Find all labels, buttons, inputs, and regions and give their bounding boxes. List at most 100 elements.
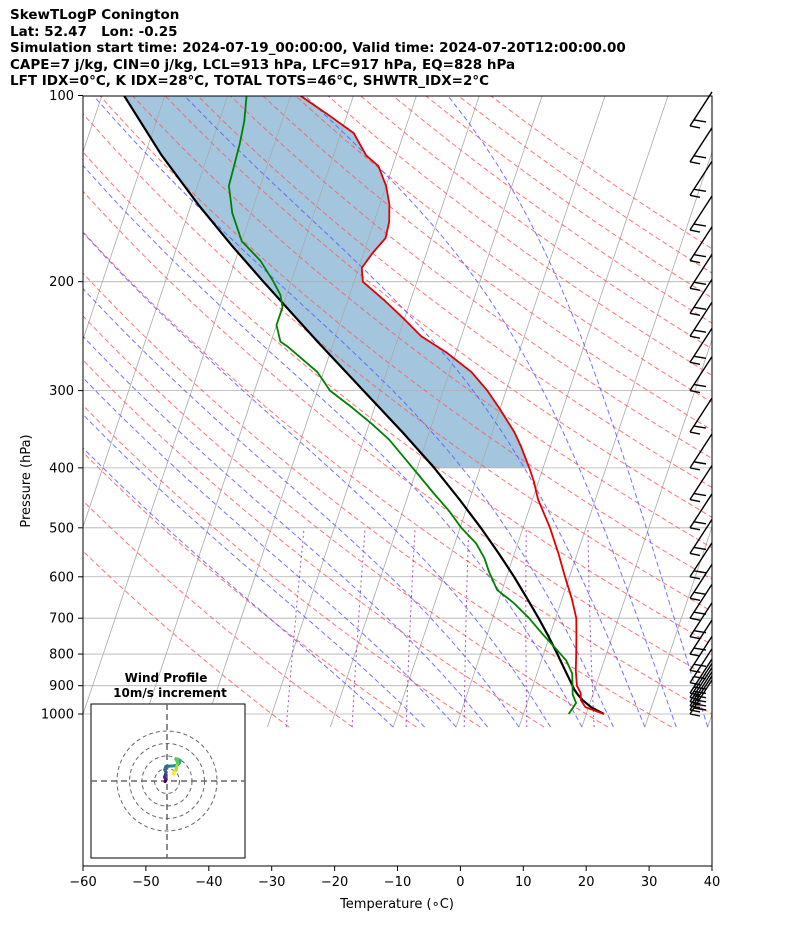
wind-barb (689, 278, 713, 317)
dry-adiabat (83, 272, 672, 728)
wind-barb (689, 397, 713, 435)
dry-adiabat (83, 315, 609, 728)
dry-adiabat (83, 231, 712, 715)
isotherm-line (771, 96, 794, 728)
isotherm-line (329, 96, 543, 728)
grid-lines (0, 96, 794, 728)
wind-barb (689, 301, 713, 339)
header-indices-1: CAPE=7 j/kg, CIN=0 j/kg, LCL=913 hPa, LF… (10, 56, 516, 73)
dry-adiabat (83, 112, 712, 613)
y-tick-label: 100 (49, 89, 74, 104)
hodograph-subtitle: 10m/s increment (113, 686, 227, 700)
wind-barb (689, 583, 713, 621)
x-axis-label: Temperature (∘C) (339, 897, 454, 912)
isotherm-line (518, 150, 712, 728)
profile-series (123, 96, 605, 715)
moist-adiabat (83, 377, 457, 728)
x-tick-label: 20 (578, 875, 595, 890)
dry-adiabat (83, 190, 712, 680)
isotherm-line (204, 96, 417, 728)
x-tick-label: −20 (321, 875, 348, 890)
dry-adiabat (294, 96, 712, 403)
dry-adiabat (83, 451, 417, 728)
wind-barb (689, 563, 713, 601)
dry-adiabat (99, 96, 712, 580)
mixing-ratio-line (351, 527, 366, 728)
x-tick-label: −10 (384, 875, 411, 890)
y-tick-label: 900 (49, 679, 74, 694)
y-tick-label: 200 (49, 275, 74, 290)
wind-barb (689, 253, 713, 292)
isotherm-line (83, 96, 291, 716)
header-indices-2: LFT IDX=0°C, K IDX=28°C, TOTAL TOTS=46°C… (10, 73, 490, 89)
y-tick-label: 400 (49, 461, 74, 476)
isotherm-line (0, 96, 39, 728)
wind-barb (689, 127, 713, 165)
wind-barb (689, 327, 713, 365)
x-tick-label: 40 (704, 875, 721, 890)
isotherm-line (581, 338, 712, 728)
header-times: Simulation start time: 2024-07-19_00:00:… (10, 40, 626, 56)
x-tick-label: −60 (69, 875, 96, 890)
wind-barb (689, 195, 713, 233)
mixing-ratio-line (405, 527, 416, 728)
mixing-ratio-line (285, 527, 305, 728)
dry-adiabat (83, 151, 712, 646)
isotherm-line (141, 96, 354, 728)
moist-adiabat (83, 447, 394, 728)
wind-barb (689, 658, 713, 696)
mixing-ratio-line (587, 527, 595, 728)
dewpoint-profile (227, 96, 577, 715)
isotherm-line (707, 713, 712, 728)
hodograph-title: Wind Profile (125, 671, 208, 685)
y-tick-label: 800 (49, 648, 74, 663)
dry-adiabat (197, 96, 712, 489)
moist-adiabat (447, 96, 709, 728)
moist-adiabat (83, 164, 583, 728)
y-tick-label: 700 (49, 612, 74, 627)
axis-ticks: −60 −50 −40 −30 −20 −10 0 10 20 30 40 1000 900 800 700… (41, 89, 720, 890)
wind-barb (689, 160, 713, 198)
y-axis-label: Pressure (hPa) (19, 434, 34, 527)
hodograph-segment (171, 772, 176, 776)
isotherm-line (267, 96, 480, 728)
x-tick-label: −30 (258, 875, 285, 890)
x-tick-label: 0 (456, 875, 464, 890)
header-station: SkewTLogP Conington (10, 7, 180, 23)
moist-adiabat (83, 413, 426, 728)
wind-barb (689, 226, 713, 264)
dry-adiabat (83, 550, 290, 728)
temperature-profile (299, 96, 605, 715)
wind-barb (689, 519, 713, 557)
isotherm-line (455, 96, 669, 728)
dry-adiabat (83, 404, 481, 728)
wind-barbs (689, 91, 713, 717)
x-tick-label: 10 (515, 875, 532, 890)
dry-adiabat (83, 359, 545, 728)
x-tick-label: −50 (132, 875, 159, 890)
wind-barb (689, 662, 713, 701)
chart-header: SkewTLogP Conington Lat: 52.47 Lon: -0.25… (10, 7, 626, 90)
wind-barb (689, 433, 713, 471)
hodograph-inset: Wind Profile 10m/s increment (90, 671, 246, 859)
moist-adiabat (93, 96, 614, 728)
isotherm-line (83, 96, 166, 341)
reference-lines (83, 96, 712, 728)
wind-barb (689, 602, 713, 640)
moist-adiabat (83, 335, 488, 728)
header-latlon: Lat: 52.47 Lon: -0.25 (10, 23, 178, 40)
wind-barb (689, 619, 713, 657)
y-tick-label: 600 (49, 570, 74, 585)
dry-adiabat (83, 500, 353, 728)
wind-barb (689, 356, 713, 394)
moist-adiabat (83, 231, 551, 728)
x-tick-label: −40 (195, 875, 222, 890)
wind-barb (689, 493, 713, 531)
wind-barb (689, 91, 713, 129)
y-tick-label: 1000 (41, 708, 74, 723)
mixing-ratio-line (525, 527, 528, 728)
wind-barb (689, 635, 713, 674)
parcel-profile (123, 96, 605, 715)
x-tick-label: 30 (641, 875, 658, 890)
